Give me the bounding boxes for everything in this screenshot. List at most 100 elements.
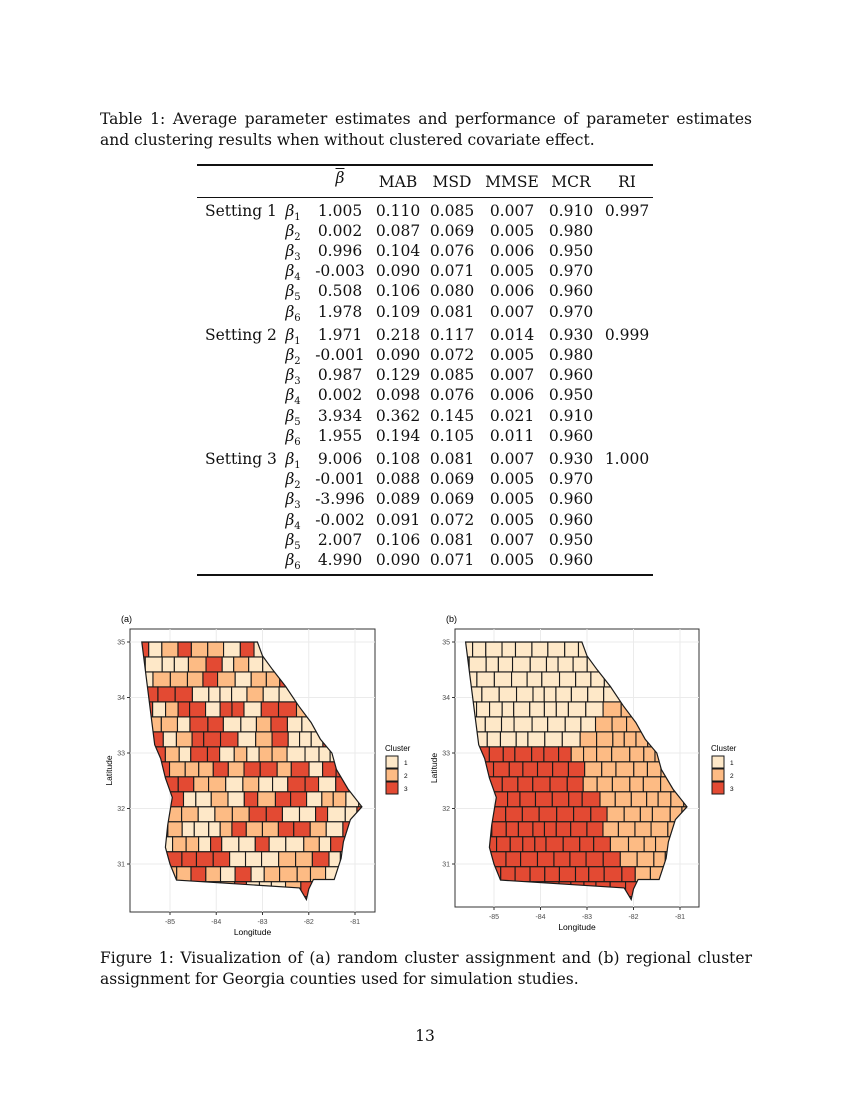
county <box>602 821 619 838</box>
county <box>243 701 262 718</box>
county <box>572 656 588 673</box>
county <box>311 851 330 868</box>
table-cell: 0.002 <box>317 222 363 241</box>
county <box>602 851 621 868</box>
column-header: RI <box>618 173 636 191</box>
county <box>318 836 332 853</box>
county <box>181 851 198 868</box>
y-tick-label: 34 <box>442 695 450 702</box>
county <box>596 746 613 763</box>
county <box>205 656 223 673</box>
table-cell: 0.071 <box>429 550 475 569</box>
county <box>277 821 295 838</box>
county <box>570 746 585 763</box>
table-cell: 0.960 <box>548 426 594 445</box>
county <box>227 791 245 808</box>
y-tick-label: 32 <box>117 806 125 813</box>
county <box>593 836 611 853</box>
county <box>581 791 601 808</box>
county <box>160 716 179 733</box>
county <box>588 866 605 883</box>
table-cell: 0.145 <box>429 406 475 425</box>
county <box>304 746 320 763</box>
county <box>564 716 582 733</box>
county <box>519 791 537 808</box>
table-cell: 0.970 <box>548 302 594 321</box>
county <box>231 686 248 703</box>
county <box>612 731 625 748</box>
table-cell: 0.960 <box>548 282 594 301</box>
county <box>246 746 260 763</box>
table-cell: 0.090 <box>375 262 421 281</box>
county <box>208 821 221 838</box>
county <box>175 731 193 748</box>
county <box>219 746 235 763</box>
county <box>293 821 311 838</box>
county <box>309 821 327 838</box>
county <box>650 821 669 838</box>
table-cell: 0.006 <box>489 386 535 405</box>
county <box>501 776 519 793</box>
county <box>244 851 263 868</box>
county <box>277 701 298 718</box>
legend-label: 3 <box>730 786 734 793</box>
county <box>555 686 572 703</box>
table-cell: 9.006 <box>317 450 363 469</box>
ri-value: 1.000 <box>604 450 650 469</box>
table-cell: 0.930 <box>548 326 594 345</box>
table-cell: 0.910 <box>548 202 594 220</box>
county <box>210 836 223 853</box>
county <box>271 746 288 763</box>
table-cell: 0.069 <box>429 470 475 489</box>
county <box>611 776 631 793</box>
parameter-label: β3 <box>285 366 301 388</box>
county <box>481 686 500 703</box>
county <box>214 806 233 823</box>
county <box>508 761 524 778</box>
county <box>198 836 212 853</box>
county <box>255 731 273 748</box>
county <box>642 776 662 793</box>
county <box>515 686 534 703</box>
county <box>303 836 320 853</box>
legend-key <box>711 781 725 795</box>
county <box>587 686 605 703</box>
county <box>274 791 292 808</box>
table-cell: 0.996 <box>317 242 363 261</box>
county <box>498 686 518 703</box>
county <box>496 836 511 853</box>
county <box>222 716 242 733</box>
county <box>197 806 216 823</box>
parameter-label: β5 <box>285 282 301 304</box>
county <box>217 671 236 688</box>
county <box>193 776 210 793</box>
county <box>543 686 557 703</box>
county <box>237 731 257 748</box>
county <box>190 866 207 883</box>
county <box>570 686 589 703</box>
table-cell: 4.990 <box>317 550 363 569</box>
state-outline <box>141 641 363 902</box>
county <box>634 821 652 838</box>
county <box>225 776 244 793</box>
county <box>534 836 547 853</box>
county <box>177 776 195 793</box>
ri-value: 0.997 <box>604 202 650 220</box>
table-cell: -0.003 <box>315 262 365 281</box>
county <box>614 791 632 808</box>
county <box>585 701 604 718</box>
county <box>169 671 189 688</box>
county <box>557 656 574 673</box>
county <box>529 701 545 718</box>
county <box>191 731 205 748</box>
county <box>532 821 546 838</box>
county <box>601 761 617 778</box>
x-axis-label: Longitude <box>558 922 596 932</box>
table-cell: 0.109 <box>375 302 421 321</box>
county <box>575 671 592 688</box>
figure-caption: Figure 1: Visualization of (a) random cl… <box>100 949 752 988</box>
table-cell: -0.001 <box>315 346 365 365</box>
county <box>570 821 588 838</box>
county <box>532 776 551 793</box>
table-cell: 0.005 <box>489 346 535 365</box>
